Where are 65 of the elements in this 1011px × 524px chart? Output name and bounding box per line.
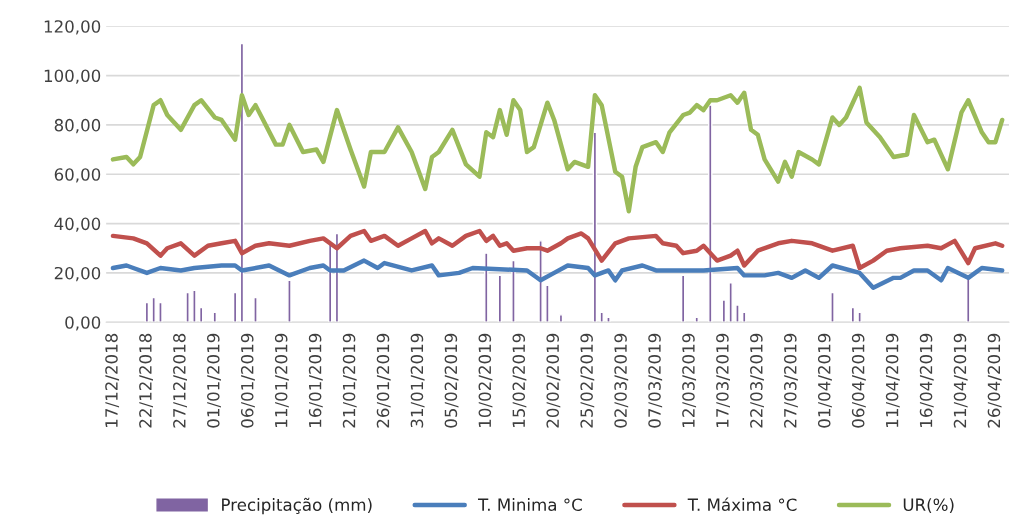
legend-label: T. Minima °C [478, 498, 582, 512]
x-tick-label: 22/03/2019 [750, 333, 764, 428]
bar [721, 299, 727, 323]
x-tick-label: 06/04/2019 [851, 333, 866, 428]
bar [185, 291, 190, 323]
bar [232, 291, 238, 323]
x-tick-label: 10/02/2019 [478, 333, 493, 427]
bar [599, 311, 604, 323]
bar [728, 282, 733, 323]
x-tick-label: 15/02/2019 [512, 333, 527, 427]
bar [158, 301, 163, 323]
y-tick-label: 20,00 [54, 266, 101, 282]
x-tick-label: 17/03/2019 [716, 333, 731, 427]
bar [144, 301, 150, 323]
bar [151, 296, 156, 323]
y-tick-label: 60,00 [54, 168, 101, 183]
legend-label: Precipitação (mm) [222, 497, 372, 515]
x-tick-label: 01/04/2019 [817, 333, 832, 428]
y-tick-label: 120,00 [44, 20, 101, 35]
x-tick-label: 25/02/2019 [580, 333, 595, 428]
bar [735, 304, 740, 323]
x-tick-label: 16/04/2019 [919, 333, 934, 427]
x-tick-label: 02/03/2019 [614, 333, 629, 428]
x-tick-label: 26/01/2019 [376, 333, 391, 428]
x-tick-label: 16/01/2019 [308, 333, 323, 427]
x-tick-label: 11/01/2019 [274, 333, 289, 427]
bar [680, 274, 686, 323]
y-tick-label: 0,00 [65, 316, 101, 331]
legend-label: T. Máxima °C [687, 497, 797, 512]
x-tick-label: 07/03/2019 [648, 333, 663, 428]
bar [253, 296, 258, 323]
line-series [110, 258, 1005, 290]
y-tick-label: 80,00 [54, 118, 101, 134]
bar [545, 284, 550, 323]
bar [497, 274, 503, 323]
bar [857, 311, 862, 323]
x-tick-label: 27/03/2019 [783, 333, 798, 428]
line-series [110, 228, 1005, 271]
bar [830, 291, 835, 323]
x-tick-label: 06/01/2019 [240, 333, 255, 428]
bar [558, 314, 564, 323]
x-tick-label: 21/04/2019 [953, 333, 968, 428]
x-tick-label: 20/02/2019 [546, 333, 561, 428]
bar [850, 306, 856, 323]
x-tick-label: 27/12/2018 [173, 333, 187, 428]
x-tick-label: 05/02/2019 [444, 333, 459, 428]
bar [287, 279, 292, 323]
x-tick-label: 21/01/2019 [342, 333, 357, 428]
bar [484, 252, 489, 323]
bar [708, 104, 713, 323]
bar [198, 306, 204, 323]
y-tick-label: 40,00 [54, 217, 101, 232]
x-tick-label: 26/04/2019 [987, 333, 1002, 428]
line-series [110, 85, 1005, 214]
x-tick-label: 12/03/2019 [682, 333, 697, 427]
x-tick-label: 22/12/2018 [139, 333, 154, 428]
x-tick-label: 31/01/2019 [410, 333, 425, 428]
y-tick-label: 100,00 [44, 69, 101, 84]
x-tick-label: 01/01/2019 [206, 333, 221, 428]
bar [192, 289, 197, 323]
bar [511, 259, 516, 323]
x-tick-label: 11/04/2019 [885, 333, 900, 427]
x-tick-label: 17/12/2018 [105, 333, 120, 427]
bar [606, 316, 611, 323]
legend-label: UR(%) [903, 498, 954, 513]
